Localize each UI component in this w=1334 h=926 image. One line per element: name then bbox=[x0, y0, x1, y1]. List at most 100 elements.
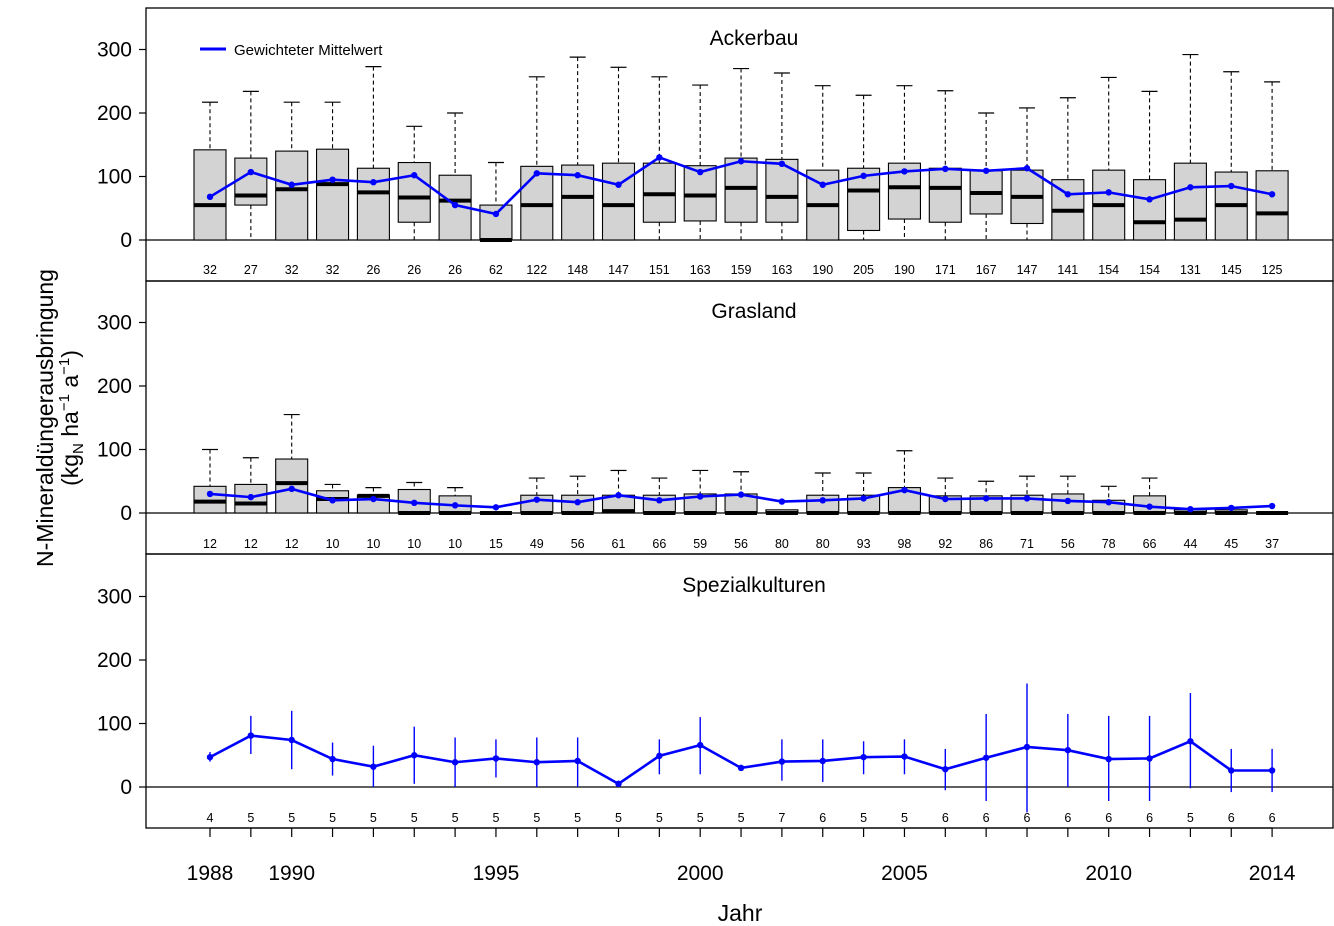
box-2003 bbox=[806, 85, 840, 241]
box-1991 bbox=[315, 101, 350, 241]
mean-point-2013 bbox=[1228, 504, 1235, 512]
mean-point-2003 bbox=[819, 757, 826, 765]
sample-count-1992: 5 bbox=[370, 811, 377, 825]
y-tick-label: 300 bbox=[97, 312, 132, 335]
box-2007 bbox=[969, 480, 1003, 515]
sample-count-2008: 71 bbox=[1020, 537, 1034, 551]
mean-point-2012 bbox=[1187, 738, 1194, 745]
sample-count-1997: 56 bbox=[571, 537, 585, 551]
x-axis-title: Jahr bbox=[718, 900, 763, 926]
sample-count-2001: 159 bbox=[731, 263, 752, 277]
mean-point-1988 bbox=[206, 490, 214, 498]
mean-point-1999 bbox=[656, 752, 663, 760]
sample-count-1991: 5 bbox=[329, 811, 336, 825]
box-2001 bbox=[724, 67, 758, 240]
mean-point-2014 bbox=[1268, 767, 1276, 774]
sample-count-2014: 125 bbox=[1262, 263, 1283, 277]
box-1989 bbox=[234, 457, 268, 514]
mean-point-2002 bbox=[778, 498, 786, 505]
sample-count-2004: 5 bbox=[860, 811, 867, 825]
sample-count-2009: 56 bbox=[1061, 537, 1075, 551]
sample-count-1989: 5 bbox=[247, 811, 254, 825]
mean-point-2003 bbox=[819, 181, 826, 188]
mean-point-2009 bbox=[1064, 497, 1072, 505]
mean-point-2012 bbox=[1187, 184, 1194, 191]
box-1988 bbox=[193, 101, 227, 241]
mean-point-2003 bbox=[819, 497, 826, 504]
mean-point-2014 bbox=[1268, 502, 1276, 510]
sample-count-2007: 6 bbox=[983, 811, 990, 825]
sample-count-1998: 61 bbox=[612, 537, 626, 551]
mean-point-1988 bbox=[206, 193, 214, 201]
mean-point-2011 bbox=[1146, 503, 1153, 510]
sample-count-2005: 5 bbox=[901, 811, 908, 825]
box-2009 bbox=[1051, 97, 1085, 241]
y-tick-label: 200 bbox=[97, 102, 132, 125]
sample-count-2006: 92 bbox=[938, 537, 952, 551]
sample-count-1992: 10 bbox=[366, 537, 380, 551]
mean-point-2004 bbox=[860, 495, 867, 502]
box-body bbox=[397, 161, 431, 223]
sample-count-2012: 44 bbox=[1183, 537, 1197, 551]
box-2010 bbox=[1092, 76, 1126, 241]
box-1999 bbox=[642, 477, 676, 515]
mean-point-1991 bbox=[329, 176, 336, 183]
mean-point-1989 bbox=[247, 493, 255, 501]
sample-count-1988: 12 bbox=[203, 537, 217, 551]
mean-point-2007 bbox=[982, 167, 990, 174]
sample-count-2009: 6 bbox=[1064, 811, 1071, 825]
sample-count-1988: 32 bbox=[203, 263, 217, 277]
mean-point-2005 bbox=[901, 168, 908, 175]
y-tick-label: 0 bbox=[120, 229, 132, 252]
mean-point-2008 bbox=[1023, 165, 1031, 172]
x-tick-label-2005: 2005 bbox=[881, 862, 928, 885]
sample-count-1997: 5 bbox=[574, 811, 581, 825]
sample-count-2003: 80 bbox=[816, 537, 830, 551]
mean-point-2004 bbox=[860, 172, 867, 180]
box-1989 bbox=[234, 90, 268, 240]
sample-count-2012: 131 bbox=[1180, 263, 1201, 277]
mean-point-1995 bbox=[492, 755, 500, 762]
panel-title: Ackerbau bbox=[710, 27, 799, 50]
sample-count-1996: 49 bbox=[530, 537, 544, 551]
box-1997 bbox=[561, 56, 595, 241]
mean-point-2006 bbox=[942, 766, 949, 773]
sample-count-1998: 147 bbox=[608, 263, 629, 277]
sample-count-2010: 154 bbox=[1098, 263, 1119, 277]
panel-grasland: 0 100 200 300 Grasland 12 12 12 10 10 10 10 15 49 56 61… bbox=[97, 280, 1334, 555]
sample-count-2006: 6 bbox=[942, 811, 949, 825]
sample-count-2004: 205 bbox=[853, 263, 874, 277]
mean-point-2009 bbox=[1064, 746, 1072, 754]
y-tick-label: 200 bbox=[97, 649, 132, 672]
box-body bbox=[1133, 179, 1167, 241]
box-1994 bbox=[438, 487, 472, 515]
mean-point-1993 bbox=[411, 752, 418, 759]
sample-count-1989: 12 bbox=[244, 537, 258, 551]
box-1988 bbox=[193, 448, 227, 514]
box-body bbox=[724, 157, 758, 223]
x-tick-label-1990: 1990 bbox=[268, 862, 315, 885]
sample-count-2003: 190 bbox=[812, 263, 833, 277]
mean-point-2002 bbox=[778, 758, 786, 765]
box-body bbox=[234, 157, 268, 206]
y-tick-label: 200 bbox=[97, 375, 132, 398]
sample-count-2013: 6 bbox=[1228, 811, 1235, 825]
sample-count-2001: 5 bbox=[738, 811, 745, 825]
mean-point-2014 bbox=[1268, 191, 1276, 198]
mean-point-2010 bbox=[1105, 755, 1112, 763]
x-tick-label-2014: 2014 bbox=[1249, 862, 1296, 885]
box-2005 bbox=[887, 85, 922, 240]
mean-point-2001 bbox=[737, 158, 745, 165]
sample-count-1998: 5 bbox=[615, 811, 622, 825]
sample-count-2007: 86 bbox=[979, 537, 993, 551]
box-1992 bbox=[356, 66, 390, 241]
y-tick-label: 0 bbox=[120, 776, 132, 799]
mean-point-1988 bbox=[206, 753, 214, 761]
y-axis-title-unit: (kgN ha−1 a−1) bbox=[56, 350, 87, 486]
mean-point-1992 bbox=[370, 495, 377, 503]
sample-count-2004: 93 bbox=[857, 537, 871, 551]
y-tick-label: 100 bbox=[97, 713, 132, 736]
mean-point-2008 bbox=[1023, 743, 1031, 751]
